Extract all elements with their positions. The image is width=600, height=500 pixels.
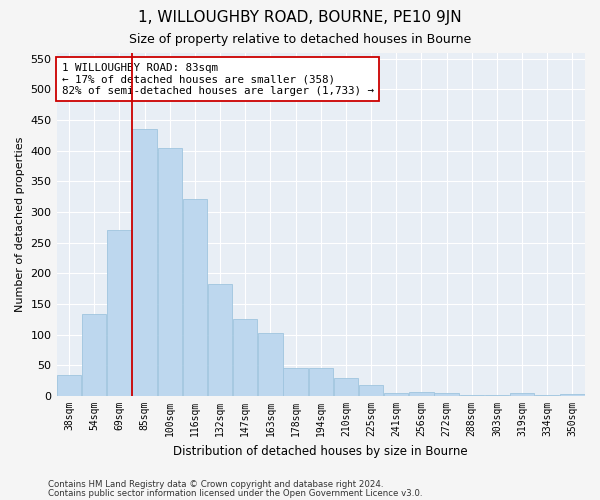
Bar (409, 392, 434, 396)
Bar (57, 374, 82, 396)
Bar (308, 368, 333, 396)
Y-axis label: Number of detached properties: Number of detached properties (15, 136, 25, 312)
Bar (334, 378, 358, 396)
Bar (258, 334, 283, 396)
X-axis label: Distribution of detached houses by size in Bourne: Distribution of detached houses by size … (173, 444, 468, 458)
Bar (359, 385, 383, 396)
Text: Size of property relative to detached houses in Bourne: Size of property relative to detached ho… (129, 32, 471, 46)
Bar (384, 393, 409, 396)
Bar (460, 395, 484, 396)
Text: Contains HM Land Registry data © Crown copyright and database right 2024.: Contains HM Land Registry data © Crown c… (48, 480, 383, 489)
Bar (233, 320, 257, 396)
Text: 1, WILLOUGHBY ROAD, BOURNE, PE10 9JN: 1, WILLOUGHBY ROAD, BOURNE, PE10 9JN (138, 10, 462, 25)
Bar (208, 284, 232, 396)
Bar (183, 198, 207, 396)
Bar (133, 129, 157, 396)
Bar (560, 394, 584, 396)
Bar (158, 148, 182, 396)
Bar (434, 393, 459, 396)
Text: Contains public sector information licensed under the Open Government Licence v3: Contains public sector information licen… (48, 488, 422, 498)
Bar (82, 314, 106, 396)
Bar (107, 230, 131, 396)
Text: 1 WILLOUGHBY ROAD: 83sqm
← 17% of detached houses are smaller (358)
82% of semi-: 1 WILLOUGHBY ROAD: 83sqm ← 17% of detach… (62, 63, 374, 96)
Bar (283, 368, 308, 396)
Bar (510, 393, 534, 396)
